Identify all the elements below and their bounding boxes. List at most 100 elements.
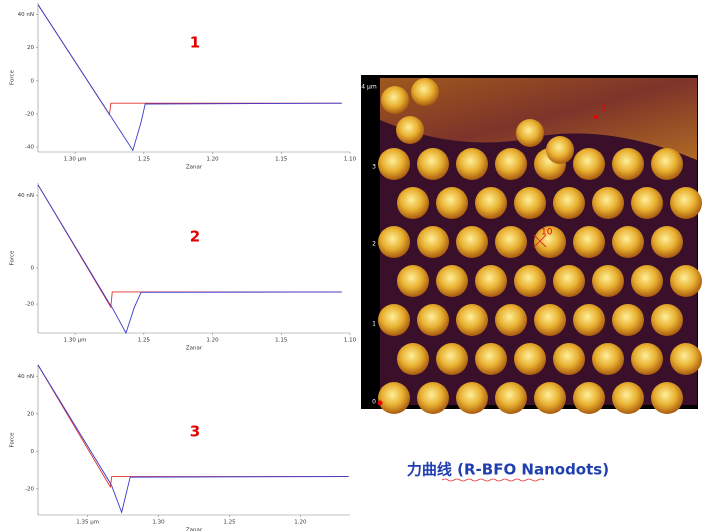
force-curve (37, 364, 349, 514)
nanodot (378, 304, 410, 336)
y-tick-label: 40 nN (18, 374, 34, 380)
nanodot (417, 382, 449, 414)
y-tick-label: -40 (25, 145, 34, 151)
origin-marker (377, 400, 383, 406)
force-curve (37, 4, 342, 152)
nanodot (612, 382, 644, 414)
nanodot (378, 148, 410, 180)
x-tick-label: 1.25 (138, 157, 151, 163)
nanodot (378, 226, 410, 258)
nanodot (534, 382, 566, 414)
nanodot (436, 265, 468, 297)
nanodot (417, 226, 449, 258)
nanodot (514, 265, 546, 297)
nanodot (417, 148, 449, 180)
y-tick-label: 0 (31, 449, 35, 455)
y-axis-label: Force (10, 250, 16, 265)
nanodot (475, 343, 507, 375)
y-tick-label: 0 (31, 78, 35, 84)
force-curve-chart: 40 nN 20 0 -20 1.35 µm 1.30 1.25 1.20 Zanar Force… (10, 364, 350, 531)
nanodot (475, 265, 507, 297)
nanodot (381, 86, 409, 114)
nanodot (592, 187, 624, 219)
nanodot (534, 304, 566, 336)
x-tick-label: 1.15 (275, 157, 288, 163)
force-curve (37, 364, 349, 489)
nanodot (612, 148, 644, 180)
nanodot (397, 265, 429, 297)
nanodot (514, 343, 546, 375)
nanodot (651, 382, 683, 414)
nanodot (397, 343, 429, 375)
nanodot (516, 119, 544, 147)
y-axis-label: Force (10, 432, 16, 447)
nanodot (573, 382, 605, 414)
x-tick-label: 1.30 µm (64, 338, 87, 344)
nanodot (436, 187, 468, 219)
chart-number: 3 (190, 423, 200, 441)
nanodot (417, 304, 449, 336)
nanodot (592, 343, 624, 375)
nanodot (553, 265, 585, 297)
nanodot (495, 382, 527, 414)
y-axis-label: Force (10, 69, 16, 84)
x-tick-label: 1.30 µm (64, 157, 87, 163)
x-tick-label: 1.20 (206, 338, 219, 344)
nanodot (378, 382, 410, 414)
nanodot (475, 187, 507, 219)
image-axis-label: 0 (372, 399, 376, 406)
chart-number: 1 (190, 34, 200, 52)
force-curve-chart: 40 nN 0 -20 1.30 µm 1.25 1.20 1.15 1.10 Zanar For… (10, 183, 357, 352)
y-tick-label: 40 nN (18, 193, 34, 199)
point-marker (533, 234, 547, 248)
x-tick-label: 1.15 (275, 338, 288, 344)
nanodot (397, 187, 429, 219)
marker-label: 3 (601, 105, 607, 115)
y-tick-label: 0 (31, 265, 35, 271)
nanodot (651, 226, 683, 258)
nanodot (612, 226, 644, 258)
x-tick-label: 1.25 (223, 520, 236, 526)
x-axis-label: Zanar (186, 528, 203, 531)
y-tick-label: -20 (25, 111, 34, 117)
marker-label: 10 (541, 228, 553, 238)
image-axis-label: 1 (372, 321, 376, 328)
nanodot (456, 304, 488, 336)
nanodot (456, 382, 488, 414)
nanodot (670, 343, 702, 375)
nanodot (436, 343, 468, 375)
image-top-region (380, 78, 697, 160)
nanodot (495, 304, 527, 336)
image-axis-label: 2 (372, 241, 376, 248)
x-tick-label: 1.30 (152, 520, 165, 526)
nanodot (651, 304, 683, 336)
nanodot (651, 148, 683, 180)
nanodot (495, 226, 527, 258)
y-tick-label: 20 (27, 411, 34, 417)
point-marker (594, 115, 598, 119)
nanodot (514, 187, 546, 219)
nanodot (612, 304, 644, 336)
nanodot (456, 148, 488, 180)
image-axis-label: 3 (372, 164, 376, 171)
nanodot (546, 136, 574, 164)
x-tick-label: 1.10 (344, 338, 357, 344)
nanodot (495, 148, 527, 180)
nanodot (573, 226, 605, 258)
force-curve (37, 4, 342, 116)
x-tick-label: 1.20 (294, 520, 307, 526)
chart-number: 2 (190, 228, 200, 246)
y-tick-label: -20 (25, 486, 34, 492)
force-curve-chart: 40 nN 20 0 -20 -40 1.30 µm 1.25 1.20 1.15 1.10 Zan… (10, 3, 357, 171)
y-tick-label: -20 (25, 302, 34, 308)
x-tick-label: 1.10 (344, 157, 357, 163)
nanodot (670, 265, 702, 297)
nanodot (553, 187, 585, 219)
nanodot (631, 343, 663, 375)
nanodot (573, 304, 605, 336)
nanodot (631, 265, 663, 297)
force-curve (37, 184, 342, 309)
x-tick-label: 1.20 (206, 157, 219, 163)
nanodot (411, 78, 439, 106)
